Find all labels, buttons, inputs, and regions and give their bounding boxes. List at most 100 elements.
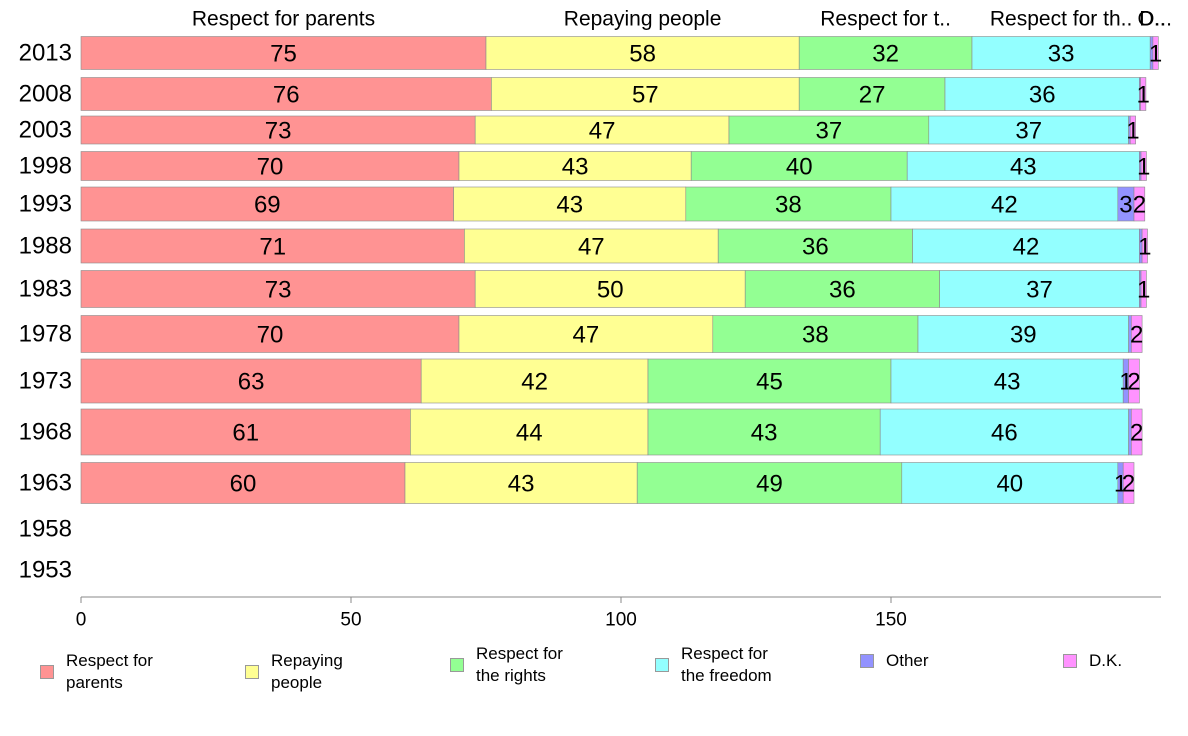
bar-2003-series-1 [474, 115, 730, 145]
x-tick-label-0: 0 [76, 610, 87, 631]
data-label-1993-series-0: 69 [254, 192, 281, 219]
legend-item-other: Other [860, 650, 929, 672]
data-label-1978-series-5: 2 [1130, 322, 1143, 349]
bar-1998-series-1 [458, 151, 692, 181]
data-label-2008-series-5: 1 [1137, 82, 1150, 109]
data-label-2013-series-1: 58 [629, 41, 656, 68]
data-label-1963-series-5: 2 [1122, 471, 1135, 498]
year-label-1993: 1993 [19, 191, 72, 218]
bar-1993-series-3 [890, 186, 1119, 222]
data-label-2003-series-0: 73 [265, 118, 292, 145]
data-label-1998-series-3: 43 [1010, 154, 1037, 181]
legend-label-repaying: Repaying people [271, 651, 343, 692]
data-label-1968-series-0: 61 [232, 420, 259, 447]
data-label-1993-series-4: 3 [1119, 192, 1132, 219]
top-series-label-2: Respect for t.. [820, 8, 951, 31]
data-label-2013-series-2: 32 [872, 41, 899, 68]
data-label-1963-series-1: 43 [508, 471, 535, 498]
bar-1973-series-5 [1128, 358, 1140, 404]
year-label-1963: 1963 [19, 470, 72, 497]
data-label-1988-series-1: 47 [578, 234, 605, 261]
data-label-2003-series-5: 1 [1126, 118, 1139, 145]
data-label-1988-series-3: 42 [1013, 234, 1040, 261]
legend-label-freedom: Respect for the freedom [681, 644, 772, 685]
bar-1988-series-5 [1141, 228, 1148, 264]
legend-item-repaying: Repaying people [245, 650, 381, 694]
data-label-1998-series-1: 43 [562, 154, 589, 181]
bar-1968-series-0 [80, 408, 411, 456]
legend-swatch-repaying [245, 665, 259, 679]
bar-1983-series-3 [939, 270, 1140, 308]
bar-1973-series-2 [647, 358, 892, 404]
data-label-1988-series-5: 1 [1138, 234, 1151, 261]
bar-1978-series-1 [458, 315, 714, 353]
data-label-1963-series-3: 40 [996, 471, 1023, 498]
data-label-1978-series-0: 70 [257, 322, 284, 349]
bar-1998-series-2 [690, 151, 908, 181]
bar-1973-series-3 [890, 358, 1124, 404]
bar-2008-series-5 [1140, 77, 1147, 111]
data-label-2013-series-5: 1 [1149, 41, 1162, 68]
bar-1963-series-1 [404, 462, 638, 504]
data-label-1998-series-2: 40 [786, 154, 813, 181]
legend-item-parents: Respect for parents [40, 650, 176, 694]
data-label-1978-series-3: 39 [1010, 322, 1037, 349]
year-label-1968: 1968 [19, 419, 72, 446]
bar-1983-series-0 [80, 270, 476, 308]
data-label-1993-series-2: 38 [775, 192, 802, 219]
year-label-2003: 2003 [19, 117, 72, 144]
bar-1988-series-0 [80, 228, 465, 264]
data-label-1968-series-5: 2 [1130, 420, 1143, 447]
bar-2013-series-0 [80, 36, 487, 70]
legend-swatch-other [860, 654, 874, 668]
year-label-2013: 2013 [19, 40, 72, 67]
bar-1978-series-0 [80, 315, 460, 353]
data-label-2003-series-3: 37 [1015, 118, 1042, 145]
bar-1983-series-2 [744, 270, 940, 308]
bar-1993-series-1 [453, 186, 687, 222]
year-label-1953: 1953 [19, 557, 72, 584]
data-label-1993-series-3: 42 [991, 192, 1018, 219]
bar-1963-series-2 [636, 462, 903, 504]
data-label-1963-series-0: 60 [230, 471, 257, 498]
bar-2008-series-0 [80, 77, 492, 111]
x-tick-label-150: 150 [875, 610, 907, 631]
year-label-1998: 1998 [19, 153, 72, 180]
bar-1978-series-3 [917, 315, 1129, 353]
legend-item-dk: D.K. [1063, 650, 1122, 672]
bar-1963-series-5 [1122, 462, 1135, 504]
data-label-1968-series-1: 44 [516, 420, 543, 447]
legend-item-freedom: Respect for the freedom [655, 643, 772, 687]
data-label-1983-series-5: 1 [1137, 277, 1150, 304]
bar-2003-series-3 [928, 115, 1129, 145]
data-label-1973-series-0: 63 [238, 369, 265, 396]
bar-2003-series-2 [728, 115, 930, 145]
top-series-label-0: Respect for parents [192, 8, 375, 31]
legend-swatch-dk [1063, 654, 1077, 668]
bar-1983-series-5 [1140, 270, 1147, 308]
chart-legend: Respect for parents Repaying people Resp… [0, 640, 1188, 700]
bar-1993-series-0 [80, 186, 454, 222]
bar-1983-series-1 [474, 270, 746, 308]
data-label-1988-series-2: 36 [802, 234, 829, 261]
year-label-1988: 1988 [19, 233, 72, 260]
bar-2013-series-3 [971, 36, 1151, 70]
data-label-1998-series-5: 1 [1137, 154, 1150, 181]
legend-label-parents: Respect for parents [66, 651, 153, 692]
legend-swatch-freedom [655, 658, 669, 672]
bar-1973-series-1 [420, 358, 649, 404]
legend-label-other: Other [886, 651, 929, 670]
legend-item-rights: Respect for the rights [450, 643, 563, 687]
bar-1978-series-5 [1131, 315, 1143, 353]
data-label-1968-series-2: 43 [751, 420, 778, 447]
bar-1968-series-5 [1131, 408, 1143, 456]
data-label-2008-series-0: 76 [273, 82, 300, 109]
bar-1963-series-3 [901, 462, 1119, 504]
data-label-2013-series-0: 75 [270, 41, 297, 68]
year-label-1978: 1978 [19, 321, 72, 348]
data-label-1973-series-1: 42 [521, 369, 548, 396]
legend-swatch-rights [450, 658, 464, 672]
data-label-1983-series-1: 50 [597, 277, 624, 304]
bar-1988-series-3 [912, 228, 1140, 264]
